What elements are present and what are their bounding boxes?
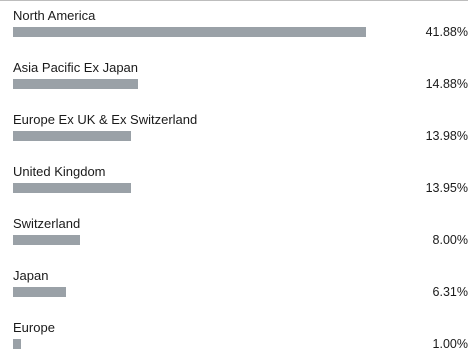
- top-divider: [0, 0, 468, 1]
- bar: [13, 27, 366, 37]
- value-label: 6.31%: [432, 285, 468, 299]
- value-label: 14.88%: [425, 77, 468, 91]
- value-label: 13.95%: [425, 181, 468, 195]
- bar: [13, 287, 66, 297]
- category-label: Japan: [13, 268, 49, 283]
- chart-row: Switzerland 8.00%: [0, 208, 468, 260]
- bar: [13, 339, 21, 349]
- value-label: 41.88%: [425, 25, 468, 39]
- category-label: Europe Ex UK & Ex Switzerland: [13, 112, 198, 127]
- region-allocation-chart: North America 41.88% Asia Pacific Ex Japan…: [0, 0, 468, 351]
- category-label: North America: [13, 8, 96, 23]
- chart-row: Japan 6.31%: [0, 260, 468, 312]
- chart-row: United Kingdom 13.95%: [0, 156, 468, 208]
- chart-row: Europe 1.00%: [0, 312, 468, 364]
- chart-row: North America 41.88%: [0, 0, 468, 52]
- bar: [13, 183, 131, 193]
- bar: [13, 235, 80, 245]
- chart-row: Europe Ex UK & Ex Switzerland 13.98%: [0, 104, 468, 156]
- category-label: United Kingdom: [13, 164, 106, 179]
- value-label: 1.00%: [432, 337, 468, 351]
- category-label: Asia Pacific Ex Japan: [13, 60, 139, 75]
- category-label: Europe: [13, 320, 55, 335]
- bar: [13, 131, 131, 141]
- bar: [13, 79, 138, 89]
- value-label: 13.98%: [425, 129, 468, 143]
- value-label: 8.00%: [432, 233, 468, 247]
- chart-row: Asia Pacific Ex Japan 14.88%: [0, 52, 468, 104]
- category-label: Switzerland: [13, 216, 81, 231]
